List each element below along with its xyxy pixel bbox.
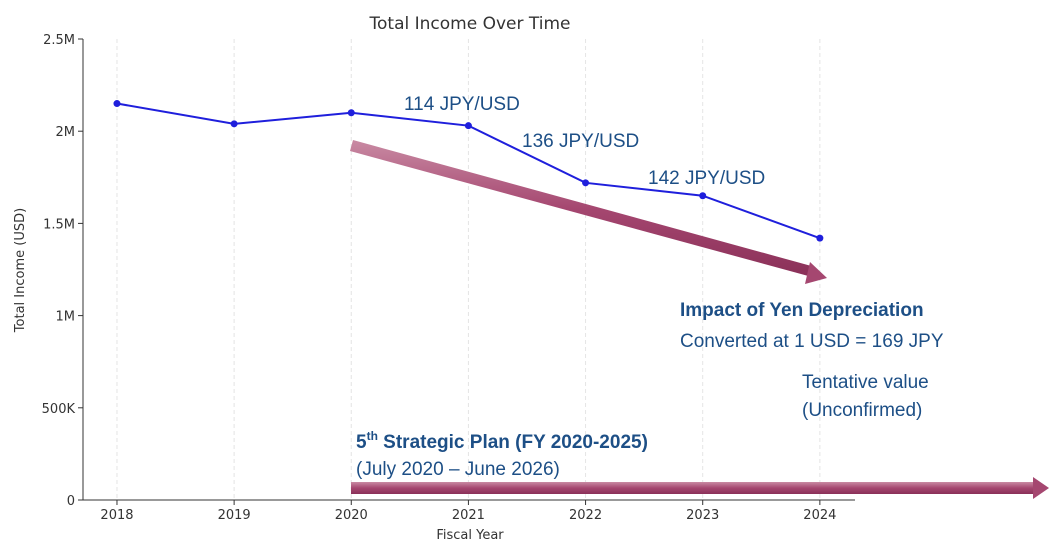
plan-suffix: th xyxy=(367,429,378,443)
plan-title: 5th Strategic Plan (FY 2020-2025) xyxy=(356,429,648,453)
annotation: 114 JPY/USD xyxy=(404,94,520,115)
x-tick-label: 2020 xyxy=(335,508,368,523)
data-point xyxy=(230,120,238,128)
data-point xyxy=(699,192,707,200)
y-axis-label: Total Income (USD) xyxy=(13,208,28,333)
x-tick-label: 2018 xyxy=(100,508,133,523)
marks xyxy=(113,100,824,242)
y-tick-label: 1M xyxy=(56,310,76,325)
annotation: Impact of Yen Depreciation xyxy=(680,300,924,321)
grid: 0 500K 1M 1.5M 2M 2.5M 2018 2019 2020 2021 2022 202… xyxy=(42,33,837,523)
x-tick-label: 2022 xyxy=(569,508,602,523)
plan-period: (July 2020 – June 2026) xyxy=(356,459,560,480)
arrow xyxy=(350,140,827,284)
annotation: Converted at 1 USD = 169 JPY xyxy=(680,331,944,352)
y-tick-label: 500K xyxy=(42,402,76,417)
plan-number: 5 xyxy=(356,432,367,453)
x-tick-label: 2023 xyxy=(686,508,719,523)
y-tick-label: 2.5M xyxy=(43,33,75,48)
annotation: 136 JPY/USD xyxy=(522,131,639,152)
x-tick-label: 2024 xyxy=(803,508,836,523)
data-point xyxy=(347,109,355,117)
x-tick-label: 2021 xyxy=(452,508,485,523)
chart-title: Total Income Over Time xyxy=(369,14,571,34)
data-point xyxy=(464,122,472,130)
y-tick-label: 1.5M xyxy=(43,217,75,232)
arrow xyxy=(351,477,1049,499)
data-point xyxy=(816,234,824,242)
data-point xyxy=(113,100,121,108)
x-axis-label: Fiscal Year xyxy=(436,528,504,543)
y-tick-label: 0 xyxy=(67,494,75,509)
annotation: 142 JPY/USD xyxy=(648,168,765,189)
annotation: Tentative value xyxy=(802,372,929,393)
y-tick-label: 2M xyxy=(56,125,76,140)
x-tick-label: 2019 xyxy=(218,508,251,523)
data-point xyxy=(582,179,590,187)
annotation: (Unconfirmed) xyxy=(802,400,922,421)
plan-text: Strategic Plan (FY 2020-2025) xyxy=(378,432,648,453)
